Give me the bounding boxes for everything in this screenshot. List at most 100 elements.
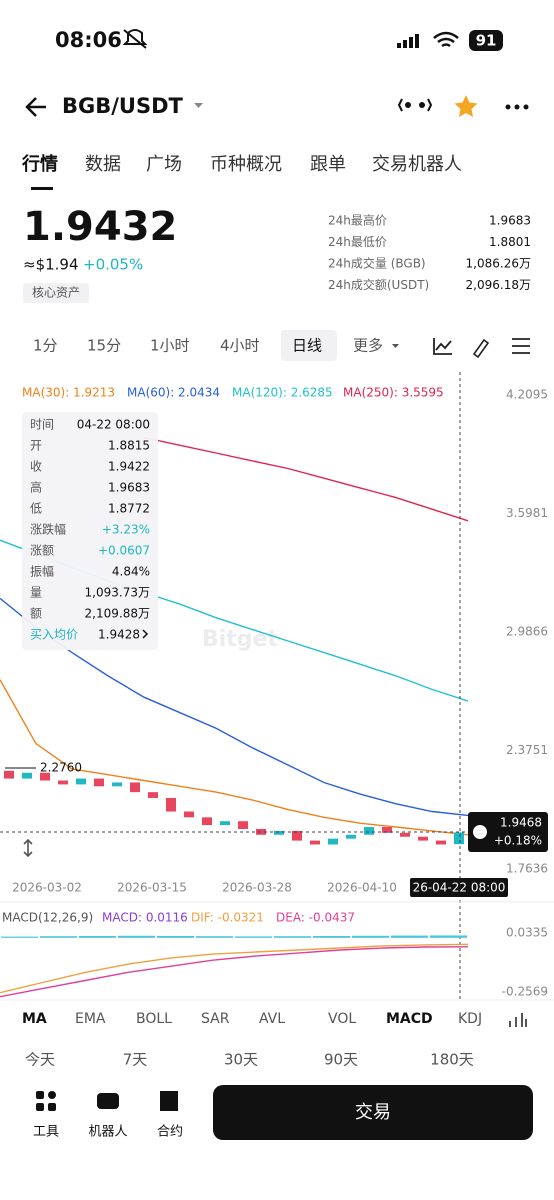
macd-bar xyxy=(352,935,389,938)
pair-title[interactable]: BGB/USDT xyxy=(62,94,184,118)
ai-icon[interactable] xyxy=(397,98,433,112)
tab[interactable]: 广场 xyxy=(146,154,182,175)
status-time: 08:06 xyxy=(55,28,122,52)
indicator-tab[interactable]: MACD xyxy=(386,1011,433,1027)
macd-bar xyxy=(235,936,272,938)
indicator-tab[interactable]: BOLL xyxy=(136,1011,172,1027)
macd-bar xyxy=(313,935,350,938)
tools-icon[interactable] xyxy=(36,1091,56,1111)
tooltip-value: 2,109.88万 xyxy=(85,607,150,621)
candle xyxy=(4,770,14,779)
stat-label: 24h最高价 xyxy=(328,213,387,228)
macd-bar xyxy=(157,935,194,938)
period[interactable]: 90天 xyxy=(324,1051,358,1069)
battery-level: 91 xyxy=(476,32,497,50)
period[interactable]: 180天 xyxy=(430,1051,474,1069)
tag-plus xyxy=(473,825,487,839)
more-menu[interactable] xyxy=(505,104,529,110)
indicator-tab[interactable]: EMA xyxy=(75,1011,106,1027)
candle xyxy=(220,821,230,826)
tab-underline xyxy=(31,187,53,190)
move-icon[interactable] xyxy=(23,838,33,858)
wifi-icon xyxy=(433,31,459,48)
signal-icon xyxy=(397,34,419,48)
y-tick-label: 2.3751 xyxy=(506,743,548,757)
interval[interactable]: 15分 xyxy=(87,337,121,355)
macd-bar xyxy=(40,936,77,938)
ma-line xyxy=(0,943,469,994)
indicator-tab[interactable]: KDJ xyxy=(458,1011,482,1027)
candle xyxy=(130,782,140,793)
candle xyxy=(436,840,446,845)
last-price-tag xyxy=(468,812,548,852)
tab[interactable]: 数据 xyxy=(85,154,121,175)
draw-icon[interactable] xyxy=(472,338,490,359)
tooltip-value: +0.0607 xyxy=(98,544,150,558)
tooltip-key: 涨跌幅 xyxy=(30,522,66,537)
x-tick-label: 2026-03-28 xyxy=(222,881,292,895)
stat-value: 1.9683 xyxy=(489,214,531,228)
crosshair-date: 26-04-22 08:00 xyxy=(413,881,506,895)
tooltip-key: 低 xyxy=(30,502,42,516)
indicator-tab[interactable]: AVL xyxy=(259,1011,285,1027)
interval[interactable]: 4小时 xyxy=(220,337,260,355)
tooltip-key: 量 xyxy=(30,586,42,600)
candle xyxy=(148,792,158,798)
candle xyxy=(112,782,122,787)
more-arrow[interactable] xyxy=(392,344,399,348)
indicator-tab[interactable]: MA xyxy=(22,1011,47,1027)
macd-bar xyxy=(391,935,428,938)
candle xyxy=(76,778,86,785)
favorite-star[interactable] xyxy=(454,95,478,117)
tab[interactable]: 币种概况 xyxy=(210,154,282,175)
interval[interactable]: 更多 xyxy=(353,337,383,355)
ma-line xyxy=(143,436,469,522)
tab[interactable]: 跟单 xyxy=(310,154,346,175)
mute-icon xyxy=(122,29,148,49)
macd-bar xyxy=(274,936,311,938)
macd-bar xyxy=(118,935,155,938)
candle xyxy=(418,836,428,841)
bot-label[interactable]: 机器人 xyxy=(88,1125,127,1140)
macd-bar xyxy=(430,935,467,938)
futures-icon[interactable] xyxy=(160,1091,178,1111)
stat-value: 1.8801 xyxy=(489,235,531,249)
y-tick-label: 2.9866 xyxy=(506,625,548,639)
y-tick-label: 3.5981 xyxy=(506,506,548,520)
tab[interactable]: 交易机器人 xyxy=(372,154,462,175)
futures-label[interactable]: 合约 xyxy=(157,1125,183,1140)
back-button[interactable] xyxy=(25,97,46,117)
tooltip-bg xyxy=(22,412,158,650)
trade-button[interactable] xyxy=(213,1085,533,1140)
tooltip-chevron[interactable] xyxy=(142,629,149,639)
period[interactable]: 30天 xyxy=(224,1051,258,1069)
interval[interactable]: 日线 xyxy=(292,337,322,355)
indicator-tab[interactable]: VOL xyxy=(328,1011,356,1027)
macd-bar xyxy=(1,936,38,938)
ma-legend: MA(120): 2.6285 xyxy=(232,386,333,400)
tab[interactable]: 行情 xyxy=(21,153,58,175)
interval[interactable]: 1分 xyxy=(33,337,58,355)
candle xyxy=(328,838,338,845)
tools-label[interactable]: 工具 xyxy=(33,1125,59,1140)
pair-dropdown[interactable] xyxy=(194,103,203,108)
indicator-settings[interactable] xyxy=(509,1013,527,1027)
bot-icon[interactable] xyxy=(97,1093,119,1109)
ma-line xyxy=(0,946,469,998)
candle xyxy=(364,827,374,835)
indicator-tab[interactable]: SAR xyxy=(201,1011,230,1027)
tag-bg xyxy=(23,283,89,303)
x-tick-label: 2026-03-15 xyxy=(117,881,187,895)
trade-label[interactable]: 交易 xyxy=(355,1102,391,1123)
y-tick-label: 1.7636 xyxy=(506,862,548,876)
candle xyxy=(454,832,464,845)
tooltip-key: 开 xyxy=(30,439,42,453)
last-price-tag-value: 1.9468 xyxy=(500,816,542,830)
period[interactable]: 今天 xyxy=(25,1051,55,1069)
period[interactable]: 7天 xyxy=(123,1051,148,1069)
interval[interactable]: 1小时 xyxy=(150,337,190,355)
candle xyxy=(346,834,356,839)
settings-icon[interactable] xyxy=(512,338,530,354)
tooltip-key: 时间 xyxy=(30,418,54,432)
chart-style-icon[interactable] xyxy=(433,338,452,355)
